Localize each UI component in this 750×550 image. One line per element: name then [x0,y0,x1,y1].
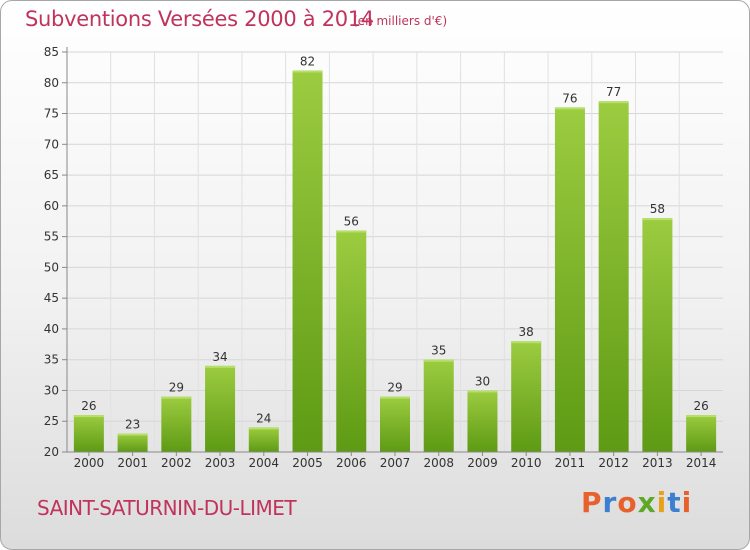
bar-highlight [380,396,410,399]
bar-highlight [423,359,454,362]
y-tick-label: 45 [44,291,59,305]
x-tick-label: 2001 [117,456,148,470]
chart-title: Subventions Versées 2000 à 2014 [25,7,374,31]
logo-letter: i [656,486,668,519]
bar-highlight [642,218,673,221]
x-tick-label: 2013 [642,456,673,470]
y-tick-label: 55 [44,230,59,244]
bar-2014 [686,415,717,452]
data-label: 23 [125,418,140,432]
x-tick-label: 2008 [423,456,454,470]
chart-unit: (en milliers d'€) [353,14,448,28]
y-tick-label: 35 [44,353,59,367]
bar-highlight [686,415,717,418]
bar-2009 [467,390,498,452]
bar-2001 [117,433,148,452]
x-tick-label: 2002 [161,456,192,470]
bar-layer: 26 23 29 34 24 82 56 29 35 30 38 76 77 58 26 [73,54,717,452]
proxiti-logo: Proxiti [581,486,692,519]
data-label: 56 [344,214,359,228]
x-tick-label: 2006 [336,456,367,470]
y-tick-label: 70 [44,137,59,151]
data-label: 35 [431,344,446,358]
data-label: 26 [81,399,96,413]
bar-highlight [161,396,192,399]
bar-highlight [205,365,236,368]
x-tick-label: 2009 [467,456,498,470]
bar-highlight [248,427,279,430]
y-tick-label: 80 [44,76,59,90]
logo-letter: o [617,486,638,519]
bar-highlight [73,415,104,418]
bar-2005 [292,70,323,452]
bar-highlight [467,390,498,393]
data-label: 76 [562,91,577,105]
y-tick-label: 50 [44,260,59,274]
bar-2002 [161,396,192,452]
y-tick-label: 60 [44,199,59,213]
bar-highlight [117,433,148,436]
bar-2000 [73,415,104,452]
x-tick-label: 2004 [249,456,280,470]
x-tick-label: 2011 [555,456,586,470]
bar-2008 [423,359,454,452]
bar-2013 [642,218,673,452]
x-tick-label: 2010 [511,456,542,470]
bar-2006 [336,230,367,452]
logo-letter: P [581,486,603,519]
data-label: 26 [693,399,708,413]
data-label: 30 [475,374,490,388]
data-label: 29 [169,381,184,395]
bar-highlight [292,70,323,73]
y-tick-label: 30 [44,383,59,397]
bar-2007 [380,396,410,452]
bar-2003 [205,365,236,452]
data-label: 29 [387,381,402,395]
bar-2004 [248,427,279,452]
y-tick-label: 20 [44,445,59,459]
y-tick-label: 40 [44,322,59,336]
x-tick-label: 2005 [292,456,323,470]
data-label: 77 [606,85,621,99]
bar-2010 [511,341,542,452]
bar-highlight [598,101,629,104]
x-tick-label: 2007 [380,456,411,470]
logo-letter: x [637,486,657,519]
x-tick-label: 2014 [686,456,717,470]
x-tick-label: 2000 [74,456,105,470]
y-tick-label: 25 [44,414,59,428]
x-tick-label: 2003 [205,456,236,470]
bar-highlight [511,341,542,344]
axis-layer: 20 25 30 35 40 45 50 55 60 65 70 75 80 85 2000 2001 2002… [44,45,723,470]
bar-2012 [598,101,629,452]
data-label: 58 [650,202,665,216]
logo-letter: i [681,486,693,519]
data-label: 34 [212,350,227,364]
bar-highlight [336,230,367,233]
y-tick-label: 75 [44,107,59,121]
bar-2011 [554,107,585,452]
place-name: SAINT-SATURNIN-DU-LIMET [37,496,297,520]
y-tick-label: 65 [44,168,59,182]
y-tick-label: 85 [44,45,59,59]
data-label: 38 [519,325,534,339]
logo-letter: t [667,486,682,519]
data-label: 82 [300,54,315,68]
x-tick-label: 2012 [598,456,629,470]
bar-highlight [554,107,585,110]
logo-letter: r [602,486,618,519]
data-label: 24 [256,411,271,425]
